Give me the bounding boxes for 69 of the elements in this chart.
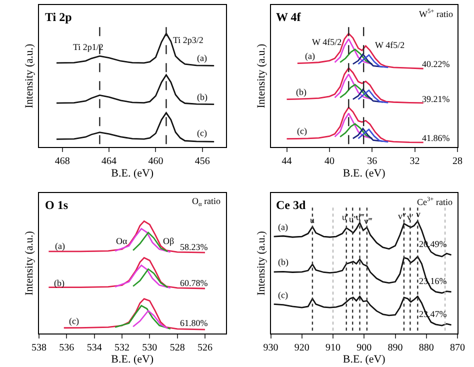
x-tick-label: 44 bbox=[282, 156, 292, 168]
annotation: (a) bbox=[55, 241, 65, 251]
x-tick-label: 538 bbox=[32, 342, 46, 354]
x-tick-label: 28 bbox=[452, 156, 462, 168]
annotation: (c) bbox=[69, 316, 79, 326]
text: O$_{α}$ ratio bbox=[192, 196, 222, 208]
annotation: u′ bbox=[342, 212, 348, 222]
x-tick-label: 32 bbox=[410, 156, 420, 168]
annotation: 41.86% bbox=[422, 133, 450, 143]
annotation: 58.23% bbox=[180, 242, 208, 252]
annotation: (a) bbox=[305, 51, 315, 61]
annotation: (a) bbox=[278, 222, 288, 232]
annotation: 39.21% bbox=[422, 94, 450, 104]
annotation: (c) bbox=[278, 290, 288, 300]
text: W$^{5+}$ ratio bbox=[419, 8, 454, 19]
x-tick-label: 468 bbox=[54, 156, 70, 168]
x-tick-label: 530 bbox=[142, 342, 158, 354]
text: Ce$^{3+}$ ratio bbox=[417, 196, 453, 207]
x-tick-label: 460 bbox=[148, 156, 164, 168]
annotation: 40.22% bbox=[422, 59, 450, 69]
y-axis-title: Intensity (a.u.) bbox=[255, 43, 268, 108]
annotation: 60.78% bbox=[180, 278, 208, 288]
x-tick-label: 36 bbox=[367, 156, 378, 168]
chart-title: O 1s bbox=[45, 198, 68, 212]
x-tick-label: 40 bbox=[324, 156, 334, 168]
annotation: u″ bbox=[349, 214, 358, 224]
x-tick-label: 528 bbox=[170, 342, 185, 354]
annotation: Oβ bbox=[163, 236, 174, 246]
x-tick-label: 456 bbox=[194, 156, 210, 168]
annotation: Oα bbox=[116, 236, 128, 246]
chart-title: Ce 3d bbox=[276, 198, 306, 212]
y-axis-title: Intensity (a.u.) bbox=[24, 43, 36, 108]
y-axis-title: Intensity (a.u.) bbox=[255, 230, 268, 296]
x-tick-label: 930 bbox=[263, 342, 278, 354]
annotation: (b) bbox=[54, 278, 64, 288]
chart-title: Ti 2p bbox=[45, 10, 72, 24]
annotation: (b) bbox=[197, 92, 208, 102]
annotation: Ti 2p3/2 bbox=[173, 35, 204, 45]
x-tick-label: 526 bbox=[198, 342, 212, 354]
annotation: (b) bbox=[278, 257, 288, 267]
annotation: u‴ bbox=[356, 212, 364, 222]
x-axis-title: B.E. (eV) bbox=[342, 354, 386, 366]
annotation: (c) bbox=[297, 126, 307, 136]
annotation: v bbox=[416, 209, 421, 219]
x-tick-label: 536 bbox=[59, 342, 74, 354]
x-tick-label: 532 bbox=[114, 342, 130, 354]
annotation: v″ bbox=[398, 211, 406, 221]
x-tick-label: 900 bbox=[356, 342, 372, 354]
annotation: (a) bbox=[197, 53, 207, 63]
x-tick-label: 534 bbox=[86, 342, 102, 354]
annotation: u bbox=[310, 215, 315, 225]
annotation: 61.80% bbox=[180, 318, 208, 328]
x-axis-title: B.E. (eV) bbox=[342, 167, 386, 180]
x-tick-label: 880 bbox=[418, 342, 434, 354]
annotation: W 4f5/2 bbox=[312, 37, 342, 47]
x-tick-label: 920 bbox=[294, 342, 310, 354]
annotation: W 4f5/2 bbox=[375, 40, 405, 50]
annotation: (b) bbox=[296, 87, 306, 97]
annotation: v′ bbox=[407, 212, 414, 222]
chart-title: W 4f bbox=[276, 10, 302, 24]
annotation: (c) bbox=[197, 128, 207, 138]
annotation: v‴ bbox=[364, 216, 372, 226]
x-tick-label: 910 bbox=[326, 342, 340, 354]
x-tick-label: 890 bbox=[388, 342, 403, 354]
x-tick-label: 870 bbox=[450, 342, 465, 354]
y-axis-title: Intensity (a.u.) bbox=[24, 230, 36, 296]
x-axis-title: B.E. (eV) bbox=[111, 167, 154, 180]
x-tick-label: 464 bbox=[102, 156, 117, 168]
x-axis-title: B.E. (eV) bbox=[111, 354, 154, 366]
